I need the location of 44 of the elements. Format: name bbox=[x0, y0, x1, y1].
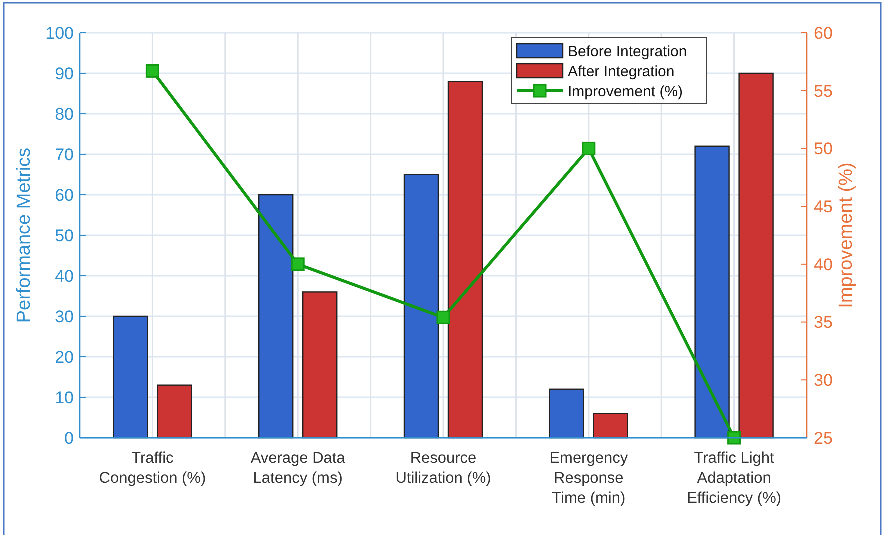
y2-tick-label: 45 bbox=[814, 198, 833, 217]
y2-tick-label: 40 bbox=[814, 255, 833, 274]
point bbox=[436, 310, 450, 324]
x-tick-label: Average Data Latency (ms) bbox=[250, 450, 346, 487]
y-tick-label: 50 bbox=[55, 226, 74, 246]
y-tick-label: 10 bbox=[55, 388, 74, 408]
y-tick-label: 40 bbox=[55, 266, 74, 286]
legend-label: After Integration bbox=[568, 63, 675, 80]
bar bbox=[448, 81, 484, 439]
bar bbox=[694, 146, 730, 439]
y-tick-label: 80 bbox=[55, 104, 74, 124]
y2-axis-title: Improvement (%) bbox=[836, 162, 857, 308]
y2-tick-label: 55 bbox=[814, 82, 833, 101]
y-tick-label: 90 bbox=[55, 64, 74, 84]
bar bbox=[404, 174, 440, 439]
point bbox=[582, 142, 596, 156]
y-tick-label: 20 bbox=[55, 348, 74, 367]
bar bbox=[258, 194, 294, 439]
y2-tick-label: 30 bbox=[814, 371, 833, 390]
bar bbox=[738, 72, 774, 439]
bar bbox=[549, 388, 584, 439]
x-tick-label: Traffic Light Adaptation Efficiency (%) bbox=[687, 450, 782, 507]
y-tick-label: 30 bbox=[55, 307, 74, 326]
y-axis-title: Performance Metrics bbox=[14, 148, 35, 324]
point bbox=[728, 431, 742, 445]
bar bbox=[157, 384, 192, 439]
x-tick-label: Resource Utilization (%) bbox=[396, 450, 492, 487]
point bbox=[291, 258, 305, 272]
y-tick-label: 60 bbox=[55, 186, 74, 205]
legend-label: Before Integration bbox=[568, 43, 688, 60]
legend-label: Improvement (%) bbox=[568, 83, 684, 100]
y-tick-label: 70 bbox=[55, 145, 74, 164]
y2-tick-label: 35 bbox=[814, 313, 833, 332]
bar bbox=[113, 316, 148, 439]
point bbox=[146, 64, 160, 78]
y2-tick-label: 60 bbox=[814, 24, 833, 43]
bar bbox=[593, 413, 628, 439]
y-tick-label: 0 bbox=[64, 428, 74, 448]
y2-tick-label: 50 bbox=[814, 140, 833, 159]
bar bbox=[302, 292, 338, 439]
x-tick-label: Traffic Congestion (%) bbox=[99, 450, 206, 487]
x-tick-label: Emergency Response Time (min) bbox=[550, 450, 628, 507]
y2-tick-label: 25 bbox=[814, 428, 833, 448]
y-tick-label: 100 bbox=[46, 24, 74, 43]
